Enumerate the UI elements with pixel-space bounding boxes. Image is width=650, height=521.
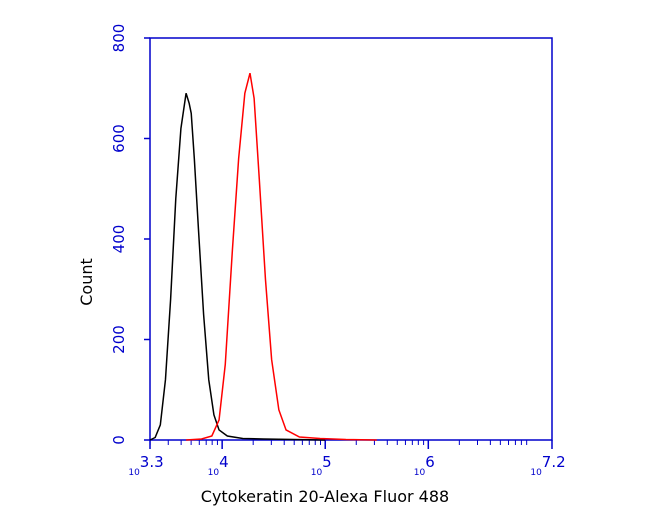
histogram-line	[149, 93, 326, 441]
x-tick-label: 107.2	[530, 453, 565, 478]
x-axis-label: Cytokeratin 20-Alexa Fluor 488	[201, 487, 449, 506]
y-tick-label: 600	[110, 124, 128, 153]
x-tick-exponent: 4	[219, 453, 229, 471]
x-tick-label: 104	[208, 453, 229, 478]
y-tick-label: 200	[110, 325, 128, 354]
x-tick-exponent: 7.2	[542, 453, 566, 471]
x-tick-base: 10	[414, 468, 426, 478]
x-tick-base: 10	[311, 468, 323, 478]
x-tick-exponent: 3.3	[140, 453, 164, 471]
x-tick-base: 10	[530, 468, 542, 478]
plot-frame	[149, 37, 553, 441]
y-tick-label: 800	[110, 24, 128, 53]
y-axis-label: Count	[77, 258, 96, 306]
x-tick-base: 10	[128, 468, 140, 478]
y-tick-label: 400	[110, 225, 128, 254]
x-tick-label: 105	[311, 453, 332, 478]
x-tick-label: 106	[414, 453, 435, 478]
x-tick-label: 103.3	[128, 453, 163, 478]
x-tick-exponent: 5	[322, 453, 332, 471]
y-tick-label: 0	[110, 435, 128, 445]
x-tick-exponent: 6	[425, 453, 435, 471]
x-tick-base: 10	[208, 468, 220, 478]
histogram-line	[186, 72, 377, 441]
